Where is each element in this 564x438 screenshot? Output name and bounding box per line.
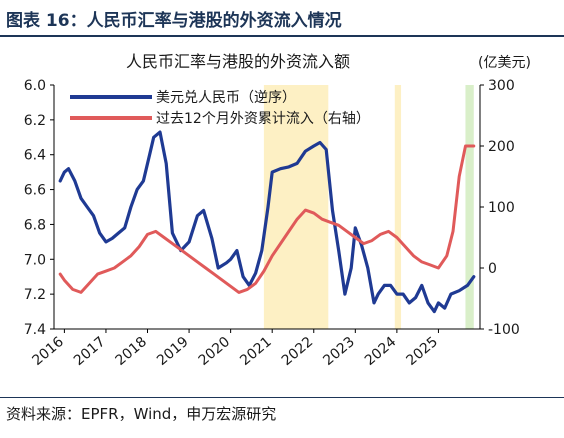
right-tick-label: 300 xyxy=(488,78,515,94)
x-tick-label: 2025 xyxy=(403,334,441,369)
x-tick-label: 2016 xyxy=(29,334,67,369)
left-tick-label: 6.6 xyxy=(24,183,46,199)
legend-label-inflow: 过去12个月外资累计流入（右轴） xyxy=(156,111,370,127)
left-tick-label: 7.0 xyxy=(24,252,46,268)
series-lines xyxy=(58,130,476,314)
x-tick-label: 2021 xyxy=(237,334,275,369)
x-tick-label: 2019 xyxy=(154,334,192,369)
legend: 美元兑人民币（逆序） 过去12个月外资累计流入（右轴） xyxy=(70,90,370,127)
x-tick-label: 2024 xyxy=(362,334,400,369)
chart-title: 人民币汇率与港股的外资流入额 xyxy=(126,52,350,71)
source-note: 资料来源：EPFR，Wind，申万宏源研究 xyxy=(6,405,277,423)
shaded-periods xyxy=(263,85,474,329)
x-tick-label: 2023 xyxy=(320,334,358,369)
right-tick-label: 200 xyxy=(488,139,515,155)
legend-label-usdcny: 美元兑人民币（逆序） xyxy=(156,90,296,106)
title-divider xyxy=(0,35,564,37)
x-tick-label: 2020 xyxy=(196,334,234,369)
right-tick-label: 0 xyxy=(488,261,497,277)
left-tick-label: 7.4 xyxy=(24,322,46,338)
figure-title: 图表 16：人民币汇率与港股的外资流入情况 xyxy=(6,11,342,31)
shaded-period-3 xyxy=(465,85,474,329)
left-tick-label: 7.2 xyxy=(24,287,46,303)
right-tick-label: 100 xyxy=(488,200,515,216)
x-tick-label: 2022 xyxy=(279,334,317,369)
left-tick-label: 6.0 xyxy=(24,78,46,94)
left-tick-label: 6.8 xyxy=(24,217,46,233)
x-tick-label: 2017 xyxy=(71,334,109,369)
source-divider xyxy=(0,397,564,398)
shaded-period-2 xyxy=(394,85,402,329)
right-tick-label: -100 xyxy=(488,322,520,338)
left-tick-label: 6.2 xyxy=(24,113,46,129)
left-tick-label: 6.4 xyxy=(24,148,46,164)
right-axis-unit-label: (亿美元) xyxy=(478,55,531,71)
x-tick-label: 2018 xyxy=(112,334,150,369)
series-line-inflow xyxy=(58,144,476,294)
series-line-usdcny xyxy=(58,130,476,314)
shaded-period-1 xyxy=(263,85,329,329)
chart: 6.0 6.2 6.4 6.6 6.8 7.0 7.2 7.4 300 200 100 0 -100 20… xyxy=(24,52,531,369)
